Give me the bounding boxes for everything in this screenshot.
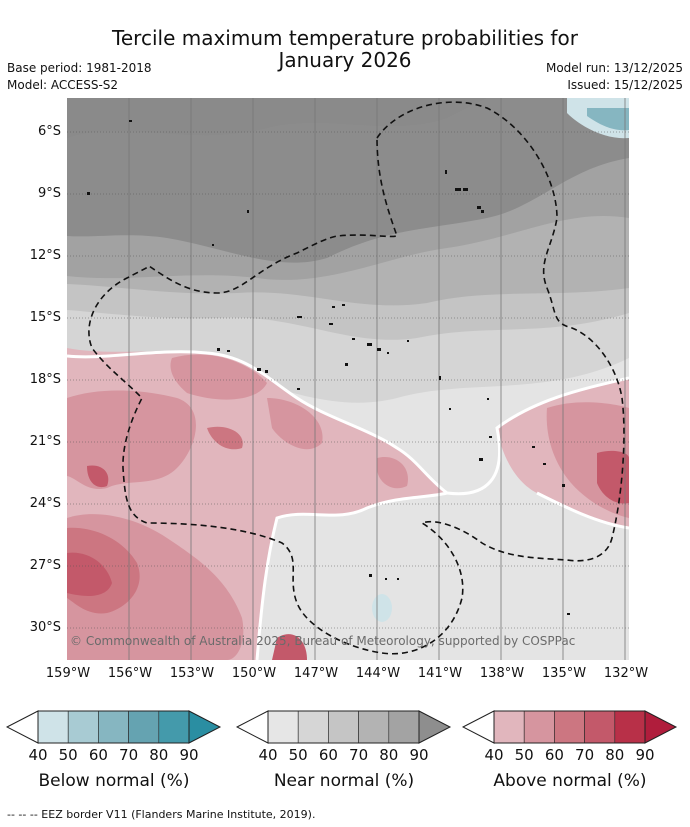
near-normal-colorbar <box>236 710 452 744</box>
colorbar-tick-label: 90 <box>635 746 655 764</box>
colorbar-tick-label: 60 <box>318 746 338 764</box>
lat-label: 27°S <box>29 558 61 573</box>
above-normal-label: Above normal (%) <box>493 771 647 791</box>
lon-label: 138°W <box>479 666 525 681</box>
island-markers <box>87 120 570 615</box>
colorbar-tick-label: 80 <box>149 746 169 764</box>
graticule <box>67 131 629 629</box>
colorbar-segment <box>67 710 99 744</box>
probability-map <box>67 98 629 660</box>
chart-title-line1: Tercile maximum temperature probabilitie… <box>112 26 578 50</box>
model-run: Model run: 13/12/2025 <box>545 61 683 75</box>
eez-border-line <box>88 101 625 655</box>
colorbar-segment <box>358 710 390 744</box>
colorbar-tick-label: 40 <box>258 746 278 764</box>
colorbar-segment <box>614 710 646 744</box>
below-normal-label: Below normal (%) <box>38 771 190 791</box>
lon-label: 150°W <box>231 666 277 681</box>
colorbar-segment <box>297 710 329 744</box>
copyright-notice: © Commonwealth of Australia 2025, Bureau… <box>70 634 576 648</box>
colorbar-segment <box>388 710 420 744</box>
colorbar-tick-label: 90 <box>409 746 429 764</box>
colorbar-tick-label: 80 <box>605 746 625 764</box>
colorbar-segment <box>37 710 69 744</box>
lon-label: 159°W <box>45 666 91 681</box>
colorbar-segment <box>158 710 190 744</box>
lon-label: 144°W <box>355 666 401 681</box>
lon-label: 135°W <box>541 666 587 681</box>
colorbar-segment <box>493 710 525 744</box>
colorbar-tick-label: 50 <box>514 746 534 764</box>
lat-label: 18°S <box>29 372 61 387</box>
model-name: Model: ACCESS-S2 <box>7 78 119 92</box>
colorbar-segment <box>98 710 129 744</box>
eez-footer-note: -- -- -- EEZ border V11 (Flanders Marine… <box>7 808 316 821</box>
colorbar-segment <box>328 710 359 744</box>
issued-date: Issued: 15/12/2025 <box>567 78 683 92</box>
colorbar-tick-label: 60 <box>544 746 564 764</box>
near-normal-90-region <box>67 98 629 263</box>
colorbar-tick-label: 70 <box>119 746 139 764</box>
lon-label: 153°W <box>169 666 215 681</box>
colorbar-tick-label: 40 <box>28 746 48 764</box>
lat-label: 9°S <box>37 186 61 201</box>
lon-label: 132°W <box>603 666 649 681</box>
above-normal-colorbar <box>462 710 678 744</box>
below-normal-colorbar <box>6 710 222 744</box>
colorbar-tick-label: 80 <box>379 746 399 764</box>
colorbar-segment <box>584 710 616 744</box>
colorbar-segment <box>554 710 585 744</box>
colorbar-tick-label: 70 <box>575 746 595 764</box>
colorbar-segment <box>128 710 160 744</box>
base-period: Base period: 1981-2018 <box>7 61 152 75</box>
lat-label: 21°S <box>29 434 61 449</box>
colorbar-tick-label: 60 <box>88 746 108 764</box>
colorbar-segment <box>523 710 555 744</box>
lon-label: 156°W <box>107 666 153 681</box>
lat-label: 24°S <box>29 496 61 511</box>
chart-title-line2: January 2026 <box>278 48 412 72</box>
lat-label: 15°S <box>29 310 61 325</box>
lat-label: 30°S <box>29 620 61 635</box>
lat-label: 12°S <box>29 248 61 263</box>
colorbar-tick-label: 50 <box>58 746 78 764</box>
near-normal-label: Near normal (%) <box>273 771 415 791</box>
colorbar-tick-label: 70 <box>349 746 369 764</box>
colorbar-segment <box>267 710 299 744</box>
colorbar-tick-label: 90 <box>179 746 199 764</box>
colorbar-tick-label: 50 <box>288 746 308 764</box>
colorbar-tick-label: 40 <box>484 746 504 764</box>
lon-label: 147°W <box>293 666 339 681</box>
lon-label: 141°W <box>417 666 463 681</box>
lat-label: 6°S <box>37 124 61 139</box>
